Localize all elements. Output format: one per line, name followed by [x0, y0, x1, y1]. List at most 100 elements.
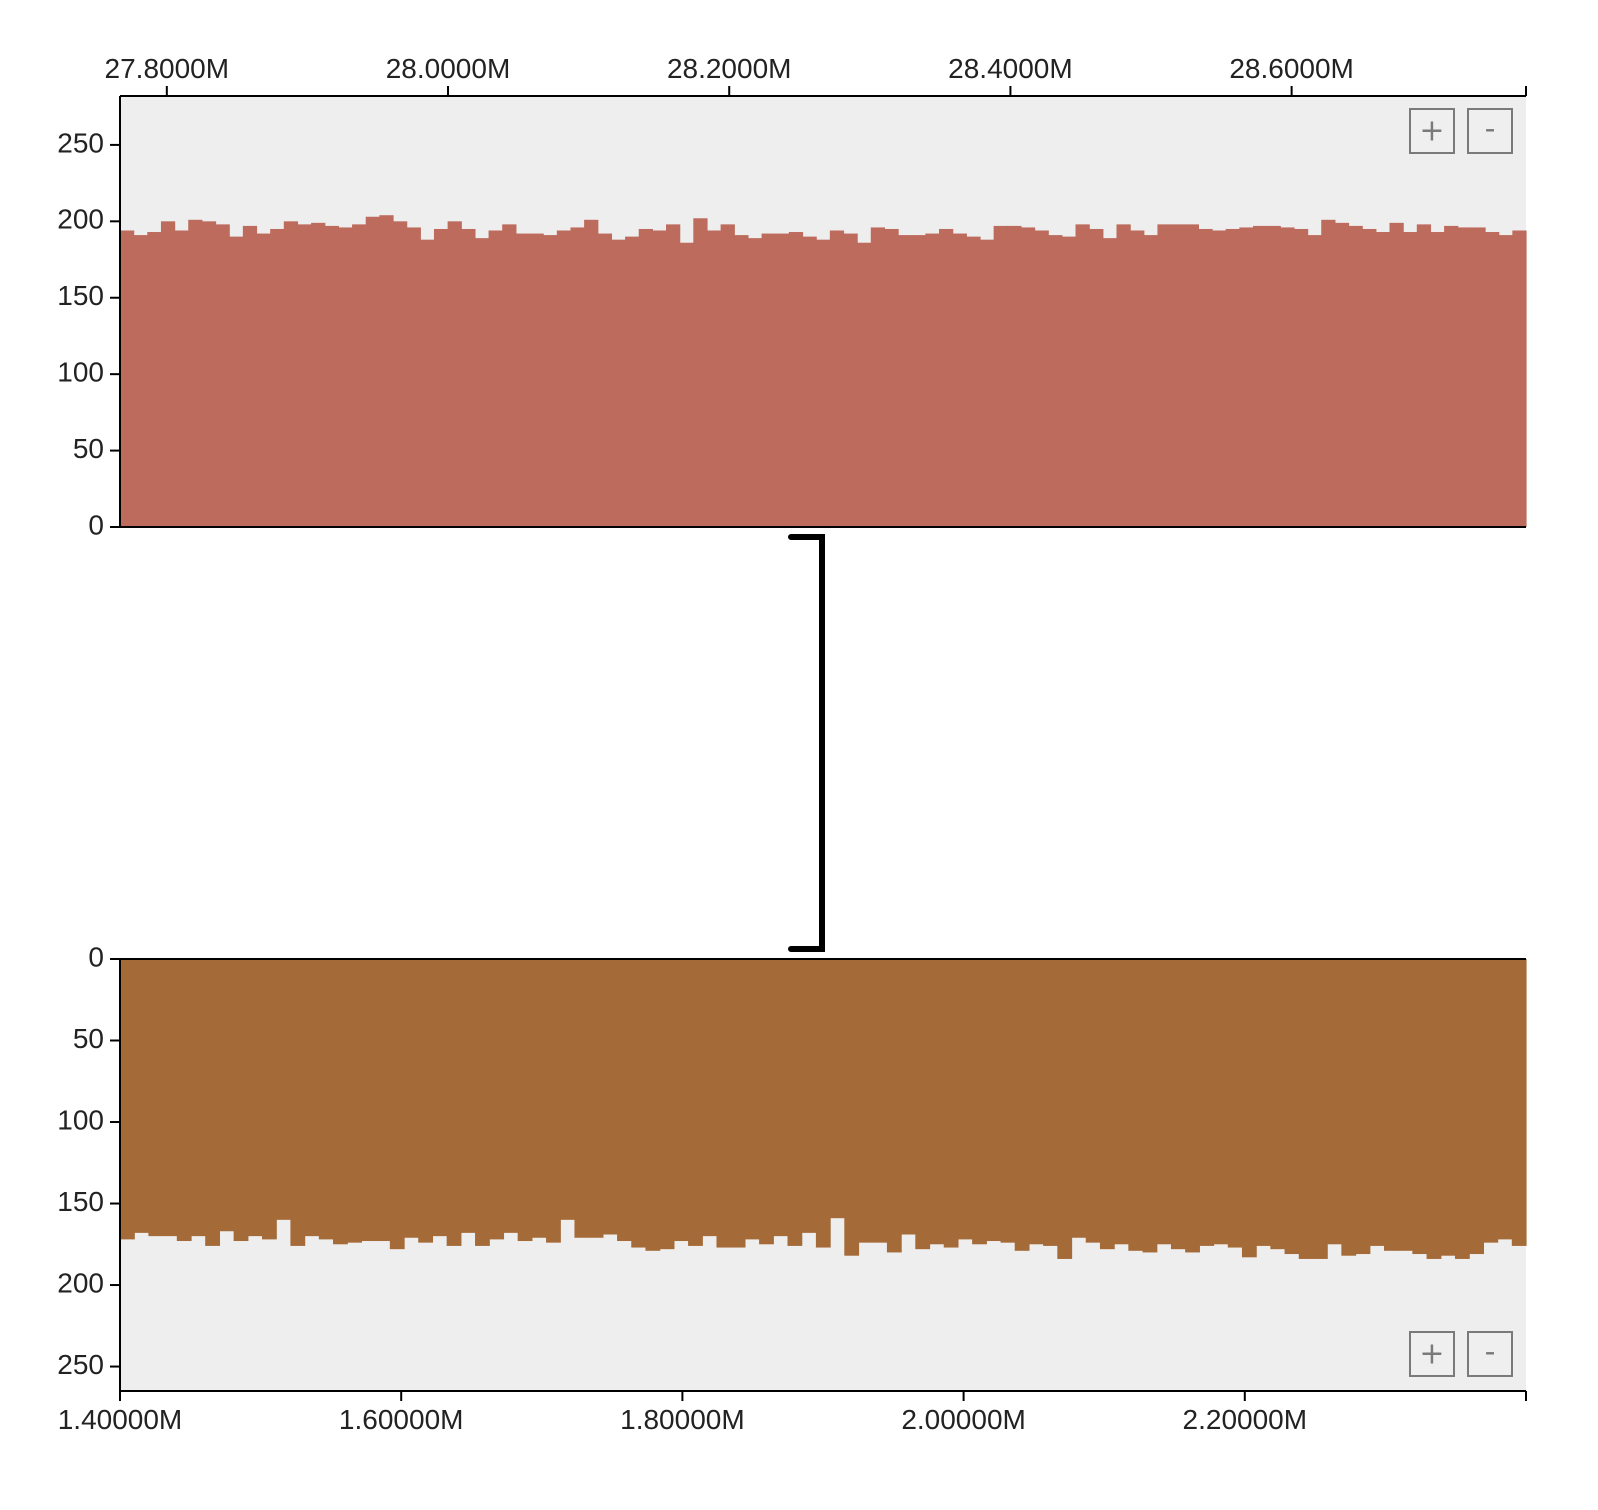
top-bar — [1198, 228, 1213, 527]
bottom-bar — [1043, 959, 1058, 1246]
bottom-bar — [318, 959, 334, 1240]
top-bar — [1048, 235, 1063, 527]
bottom-bar — [1071, 959, 1087, 1238]
bottom-bar — [943, 959, 959, 1248]
bottom-y-tick-label: 0 — [88, 941, 104, 972]
bottom-bar — [1128, 959, 1144, 1251]
bottom-bar — [148, 959, 164, 1237]
bottom-bar — [1142, 959, 1158, 1253]
top-bar — [283, 221, 299, 527]
top-bar — [597, 233, 613, 528]
top-bar — [543, 235, 558, 527]
top-bar — [488, 230, 503, 527]
synteny-connector-bracket — [788, 534, 825, 952]
bottom-bar — [176, 959, 192, 1242]
bottom-bar — [446, 959, 462, 1246]
bottom-bar — [404, 959, 419, 1238]
top-bar — [1293, 228, 1309, 527]
bottom-bar — [531, 959, 547, 1238]
bottom-x-axis: 1.40000M 1.60000M 1.80000M 2.00000M 2.20000M — [58, 1390, 1527, 1435]
bottom-bar — [631, 959, 647, 1248]
top-bar — [829, 230, 845, 527]
bottom-bar — [1114, 959, 1129, 1245]
top-bar — [747, 238, 763, 527]
bottom-bar — [162, 959, 178, 1237]
top-bar — [857, 242, 872, 527]
top-bar — [1430, 232, 1445, 527]
top-x-tick-label: 27.8000M — [105, 53, 230, 84]
bottom-y-tick-label: 250 — [57, 1349, 104, 1380]
top-bar — [515, 233, 531, 528]
bottom-bar — [1327, 959, 1342, 1245]
bottom-bar — [773, 959, 789, 1237]
top-bar — [420, 239, 435, 528]
bottom-bar — [830, 959, 845, 1219]
bottom-x-tick-label: 2.00000M — [901, 1404, 1026, 1435]
top-bar — [1457, 227, 1472, 527]
top-bar — [174, 230, 189, 527]
top-bar — [679, 242, 694, 527]
bottom-bar — [1412, 959, 1428, 1255]
top-bar — [133, 235, 148, 527]
top-bar — [379, 215, 394, 527]
bottom-bar — [560, 959, 576, 1220]
bottom-bar — [1199, 959, 1215, 1246]
top-bar — [324, 225, 340, 527]
top-bar — [1389, 222, 1404, 527]
top-bar — [406, 227, 421, 527]
top-bar — [1102, 238, 1118, 527]
top-bar — [256, 233, 271, 528]
top-bar — [898, 235, 913, 527]
top-bar — [502, 224, 517, 527]
bottom-bar — [489, 959, 505, 1240]
bottom-bar — [986, 959, 1002, 1242]
bottom-zoom-out-button[interactable]: - — [1467, 1331, 1513, 1377]
bottom-bar — [1256, 959, 1271, 1246]
top-bar — [1471, 227, 1486, 527]
bottom-bar — [1270, 959, 1286, 1250]
bottom-bar — [645, 959, 661, 1251]
bottom-bar — [1469, 959, 1484, 1255]
bottom-bar — [1057, 959, 1073, 1259]
bottom-bar — [872, 959, 888, 1243]
bottom-bar — [389, 959, 405, 1250]
top-bar — [160, 221, 176, 527]
bottom-x-tick-label: 1.80000M — [620, 1404, 745, 1435]
bottom-x-tick-label: 1.40000M — [58, 1404, 183, 1435]
bottom-bar — [929, 959, 945, 1245]
top-bar — [625, 236, 640, 528]
top-bar — [925, 233, 940, 528]
top-bar — [1225, 228, 1240, 527]
top-bar — [242, 225, 258, 527]
bottom-bar — [886, 959, 902, 1253]
top-bar — [1348, 225, 1363, 527]
bottom-bar — [1398, 959, 1413, 1251]
bottom-bar — [1483, 959, 1499, 1243]
top-bar — [1334, 222, 1350, 527]
bottom-bar — [1028, 959, 1044, 1245]
bottom-zoom-in-button[interactable]: + — [1409, 1331, 1455, 1377]
top-bar — [447, 221, 462, 527]
top-zoom-out-button[interactable]: - — [1467, 108, 1513, 154]
top-track: 27.8000M 28.0000M 28.2000M 28.4000M 28.6000M… — [57, 53, 1527, 540]
top-bar — [529, 233, 544, 528]
top-bar — [1075, 224, 1090, 527]
top-bar — [1252, 225, 1268, 527]
bottom-bar — [205, 959, 221, 1246]
top-zoom-in-button[interactable]: + — [1409, 108, 1455, 154]
bottom-bar — [972, 959, 987, 1245]
bottom-bar — [744, 959, 760, 1240]
bottom-bar — [602, 959, 618, 1235]
top-bar — [229, 236, 244, 528]
top-bar — [802, 236, 817, 528]
top-bar — [1020, 227, 1036, 527]
top-bar — [1157, 224, 1172, 527]
bottom-bar — [432, 959, 448, 1237]
bottom-bar — [546, 959, 561, 1243]
top-bar — [393, 221, 408, 527]
top-bar — [979, 239, 995, 528]
top-bar — [1007, 225, 1022, 527]
top-bar — [1512, 230, 1527, 527]
bottom-bar — [1213, 959, 1229, 1245]
top-bar — [652, 230, 667, 527]
